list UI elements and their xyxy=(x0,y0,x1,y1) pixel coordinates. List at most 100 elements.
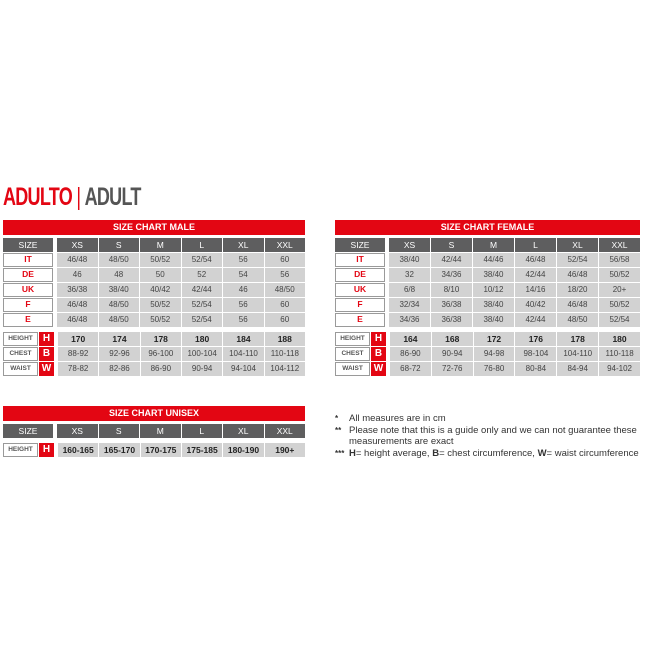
header-row: SIZE XS S M L XL XXL xyxy=(3,238,305,252)
heading-separator: | xyxy=(76,183,81,211)
size-cell: 38/40 xyxy=(389,253,430,267)
size-cell: 38/40 xyxy=(98,283,139,297)
measure-cell: 170 xyxy=(58,332,99,346)
measure-cell: 94-98 xyxy=(473,347,515,361)
size-column-header: M xyxy=(140,424,181,438)
conversion-row: UK 36/38 38/40 40/42 42/44 46 48/50 xyxy=(3,283,305,297)
heading-primary: ADULTO xyxy=(3,183,73,211)
size-cell: 52/54 xyxy=(557,253,598,267)
table-title: SIZE CHART MALE xyxy=(3,220,305,235)
size-column-header: M xyxy=(473,238,514,252)
note-part: = height average, xyxy=(355,447,433,459)
measure-letter: H xyxy=(39,443,54,457)
note-line: *** H= height average, B= chest circumfer… xyxy=(335,448,645,460)
measure-row: WAIST W 78-82 82-86 86-90 90-94 94-104 104-112 xyxy=(3,362,305,376)
conversion-row: E 46/48 48/50 50/52 52/54 56 60 xyxy=(3,313,305,327)
size-cell: 46 xyxy=(223,283,264,297)
measure-letter: B xyxy=(39,347,54,361)
size-cell: 48/50 xyxy=(98,313,139,327)
page-heading: ADULTO | ADULT xyxy=(3,183,141,212)
measure-letter: H xyxy=(39,332,54,346)
size-cell: 14/16 xyxy=(515,283,556,297)
size-column-header: XL xyxy=(557,238,598,252)
size-column-header: XXL xyxy=(264,238,305,252)
size-cell: 50/52 xyxy=(599,268,640,282)
measure-row: WAIST W 68-72 72-76 76-80 80-84 84-94 94-102 xyxy=(335,362,640,376)
header-row: SIZE XS S M L XL XXL xyxy=(3,424,305,438)
size-cell: 60 xyxy=(264,313,305,327)
country-label: E xyxy=(3,313,53,327)
measure-cell: 86-90 xyxy=(140,362,181,376)
size-cell: 36/38 xyxy=(431,298,472,312)
size-cell: 38/40 xyxy=(473,298,514,312)
notes: * All measures are in cm ** Please note tha… xyxy=(335,413,645,459)
size-cell: 52/54 xyxy=(181,298,222,312)
size-cell: 50/52 xyxy=(140,313,181,327)
heading-secondary: ADULT xyxy=(84,183,142,211)
measure-cell: 178 xyxy=(557,332,599,346)
size-cell: 50/52 xyxy=(140,298,181,312)
size-cell: 52/54 xyxy=(599,313,640,327)
conversion-row: F 46/48 48/50 50/52 52/54 56 60 xyxy=(3,298,305,312)
measure-cell: 178 xyxy=(140,332,181,346)
size-column-header: XXL xyxy=(264,424,305,438)
note-bold-letter: W xyxy=(537,447,547,459)
measure-cell: 170-175 xyxy=(140,443,181,457)
measure-cell: 104-110 xyxy=(223,347,264,361)
note-text: All measures are in cm xyxy=(349,413,446,424)
size-cell: 48 xyxy=(98,268,139,282)
country-label: DE xyxy=(3,268,53,282)
country-label: IT xyxy=(335,253,385,267)
size-cell: 38/40 xyxy=(473,268,514,282)
size-cell: 50 xyxy=(140,268,181,282)
measure-cell: 100-104 xyxy=(181,347,223,361)
measure-cell: 84-94 xyxy=(557,362,599,376)
note-part: = waist circumference xyxy=(546,447,639,459)
size-cell: 8/10 xyxy=(431,283,472,297)
size-cell: 46/48 xyxy=(557,298,598,312)
measure-label: HEIGHT xyxy=(3,332,38,346)
measure-label: WAIST xyxy=(335,362,370,376)
size-cell: 34/36 xyxy=(389,313,430,327)
size-column-header: L xyxy=(515,238,556,252)
size-cell: 20+ xyxy=(599,283,640,297)
measure-cell: 104-110 xyxy=(557,347,599,361)
measure-cell: 174 xyxy=(99,332,140,346)
size-cell: 56 xyxy=(264,268,305,282)
country-label: UK xyxy=(335,283,385,297)
measure-cell: 80-84 xyxy=(515,362,557,376)
measure-letter: H xyxy=(371,332,386,346)
size-header: SIZE xyxy=(335,238,385,252)
measure-row: HEIGHT H 170 174 178 180 184 188 xyxy=(3,332,305,346)
measure-cell: 180-190 xyxy=(223,443,264,457)
note-marker: ** xyxy=(335,425,342,435)
measure-cell: 94-104 xyxy=(223,362,264,376)
size-column-header: XS xyxy=(57,424,98,438)
size-cell: 52/54 xyxy=(181,253,222,267)
size-cell: 18/20 xyxy=(557,283,598,297)
note-text: H= height average, B= chest circumferenc… xyxy=(349,448,639,460)
size-cell: 46/48 xyxy=(57,313,98,327)
note-text: Please note that this is a guide only an… xyxy=(349,424,637,448)
size-chart-female: SIZE CHART FEMALE SIZE XS S M L XL XXL IT 38/40 42… xyxy=(335,220,640,377)
note-bold-letter: H xyxy=(349,447,356,459)
country-label: IT xyxy=(3,253,53,267)
measure-cell: 104-112 xyxy=(264,362,305,376)
size-column-header: S xyxy=(431,238,472,252)
size-cell: 52 xyxy=(181,268,222,282)
measure-cell: 94-102 xyxy=(599,362,640,376)
size-column-header: XS xyxy=(57,238,98,252)
size-column-header: L xyxy=(181,238,222,252)
size-chart-unisex: SIZE CHART UNISEX SIZE XS S M L XL XXL HEIGHT H 16… xyxy=(3,406,305,458)
size-column-header: L xyxy=(181,424,222,438)
size-cell: 46 xyxy=(57,268,98,282)
conversion-row: IT 46/48 48/50 50/52 52/54 56 60 xyxy=(3,253,305,267)
measure-cell: 184 xyxy=(223,332,264,346)
note-line: * All measures are in cm xyxy=(335,413,645,425)
size-cell: 56 xyxy=(223,253,264,267)
size-cell: 40/42 xyxy=(140,283,181,297)
measure-cell: 90-94 xyxy=(181,362,223,376)
measure-cell: 76-80 xyxy=(473,362,515,376)
conversion-row: IT 38/40 42/44 44/46 46/48 52/54 56/58 xyxy=(335,253,640,267)
measure-cell: 98-104 xyxy=(515,347,557,361)
